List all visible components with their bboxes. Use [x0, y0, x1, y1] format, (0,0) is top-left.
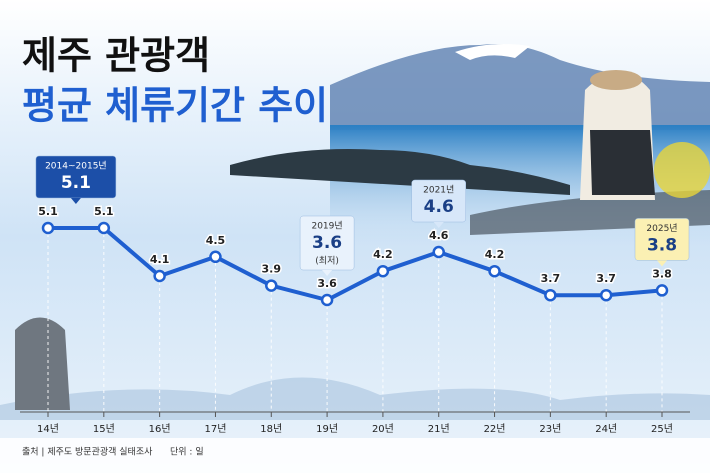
data-label: 3.7 [541, 272, 561, 285]
data-label: 5.1 [38, 205, 58, 218]
point [488, 264, 501, 278]
x-tick-label: 21년 [428, 423, 450, 435]
point [599, 288, 613, 302]
x-tick-label: 23년 [539, 423, 561, 435]
source: 출처 | 제주도 방문관광객 실태조사 [22, 446, 153, 458]
callout-note: (최저) [315, 256, 339, 267]
data-label: 5.1 [94, 205, 114, 218]
unit: 단위 : 일 [170, 447, 204, 458]
callout-label: 2025년 [646, 223, 677, 234]
x-tick-label: 16년 [149, 423, 171, 435]
title: 제주 관광객 [22, 34, 210, 78]
data-label: 3.9 [262, 263, 282, 276]
point [265, 279, 278, 292]
callout-label: 2019년 [311, 221, 342, 232]
x-tick-label: 24년 [595, 423, 617, 435]
rocks [230, 149, 570, 195]
callout-label: 2021년 [423, 185, 454, 196]
callout-value: 4.6 [424, 197, 454, 217]
data-label: 4.5 [206, 234, 226, 247]
point [41, 221, 55, 235]
horizon [0, 377, 710, 420]
x-tick-label: 20년 [372, 423, 394, 435]
data-label: 3.6 [317, 277, 337, 290]
callout-pointer [433, 222, 444, 228]
snow [455, 44, 530, 60]
point [432, 245, 445, 259]
stone-statue [15, 317, 70, 410]
data-label: 4.1 [150, 253, 170, 266]
callout-pointer [322, 270, 333, 276]
footer [0, 438, 710, 473]
flowers [654, 142, 710, 198]
callout-value: 5.1 [61, 173, 91, 193]
point [320, 293, 334, 307]
x-tick-label: 18년 [260, 423, 282, 435]
callout-pointer [70, 198, 81, 204]
data-label: 4.2 [485, 248, 505, 261]
x-tick-label: 25년 [651, 423, 673, 435]
point [655, 284, 669, 297]
point [97, 221, 111, 235]
point [153, 269, 166, 283]
data-label: 4.2 [373, 248, 393, 261]
x-tick-label: 17년 [204, 423, 226, 435]
hat [590, 70, 642, 90]
data-label: 3.8 [652, 267, 672, 280]
data-label: 4.6 [429, 229, 449, 242]
x-tick-label: 22년 [484, 423, 506, 435]
callout-value: 3.8 [647, 235, 677, 255]
callout-label: 2014~2015년 [45, 161, 107, 172]
point [209, 250, 222, 264]
point [544, 288, 557, 302]
x-tick-label: 14년 [37, 423, 59, 435]
x-tick-label: 19년 [316, 423, 338, 435]
data-label: 3.7 [596, 272, 616, 285]
backpack [590, 130, 655, 195]
point [376, 264, 390, 278]
subtitle: 평균 체류기간 추이 [22, 84, 328, 128]
callout-pointer [657, 260, 667, 267]
line [48, 226, 663, 302]
callout-value: 3.6 [312, 233, 342, 253]
x-tick-label: 15년 [93, 423, 115, 435]
